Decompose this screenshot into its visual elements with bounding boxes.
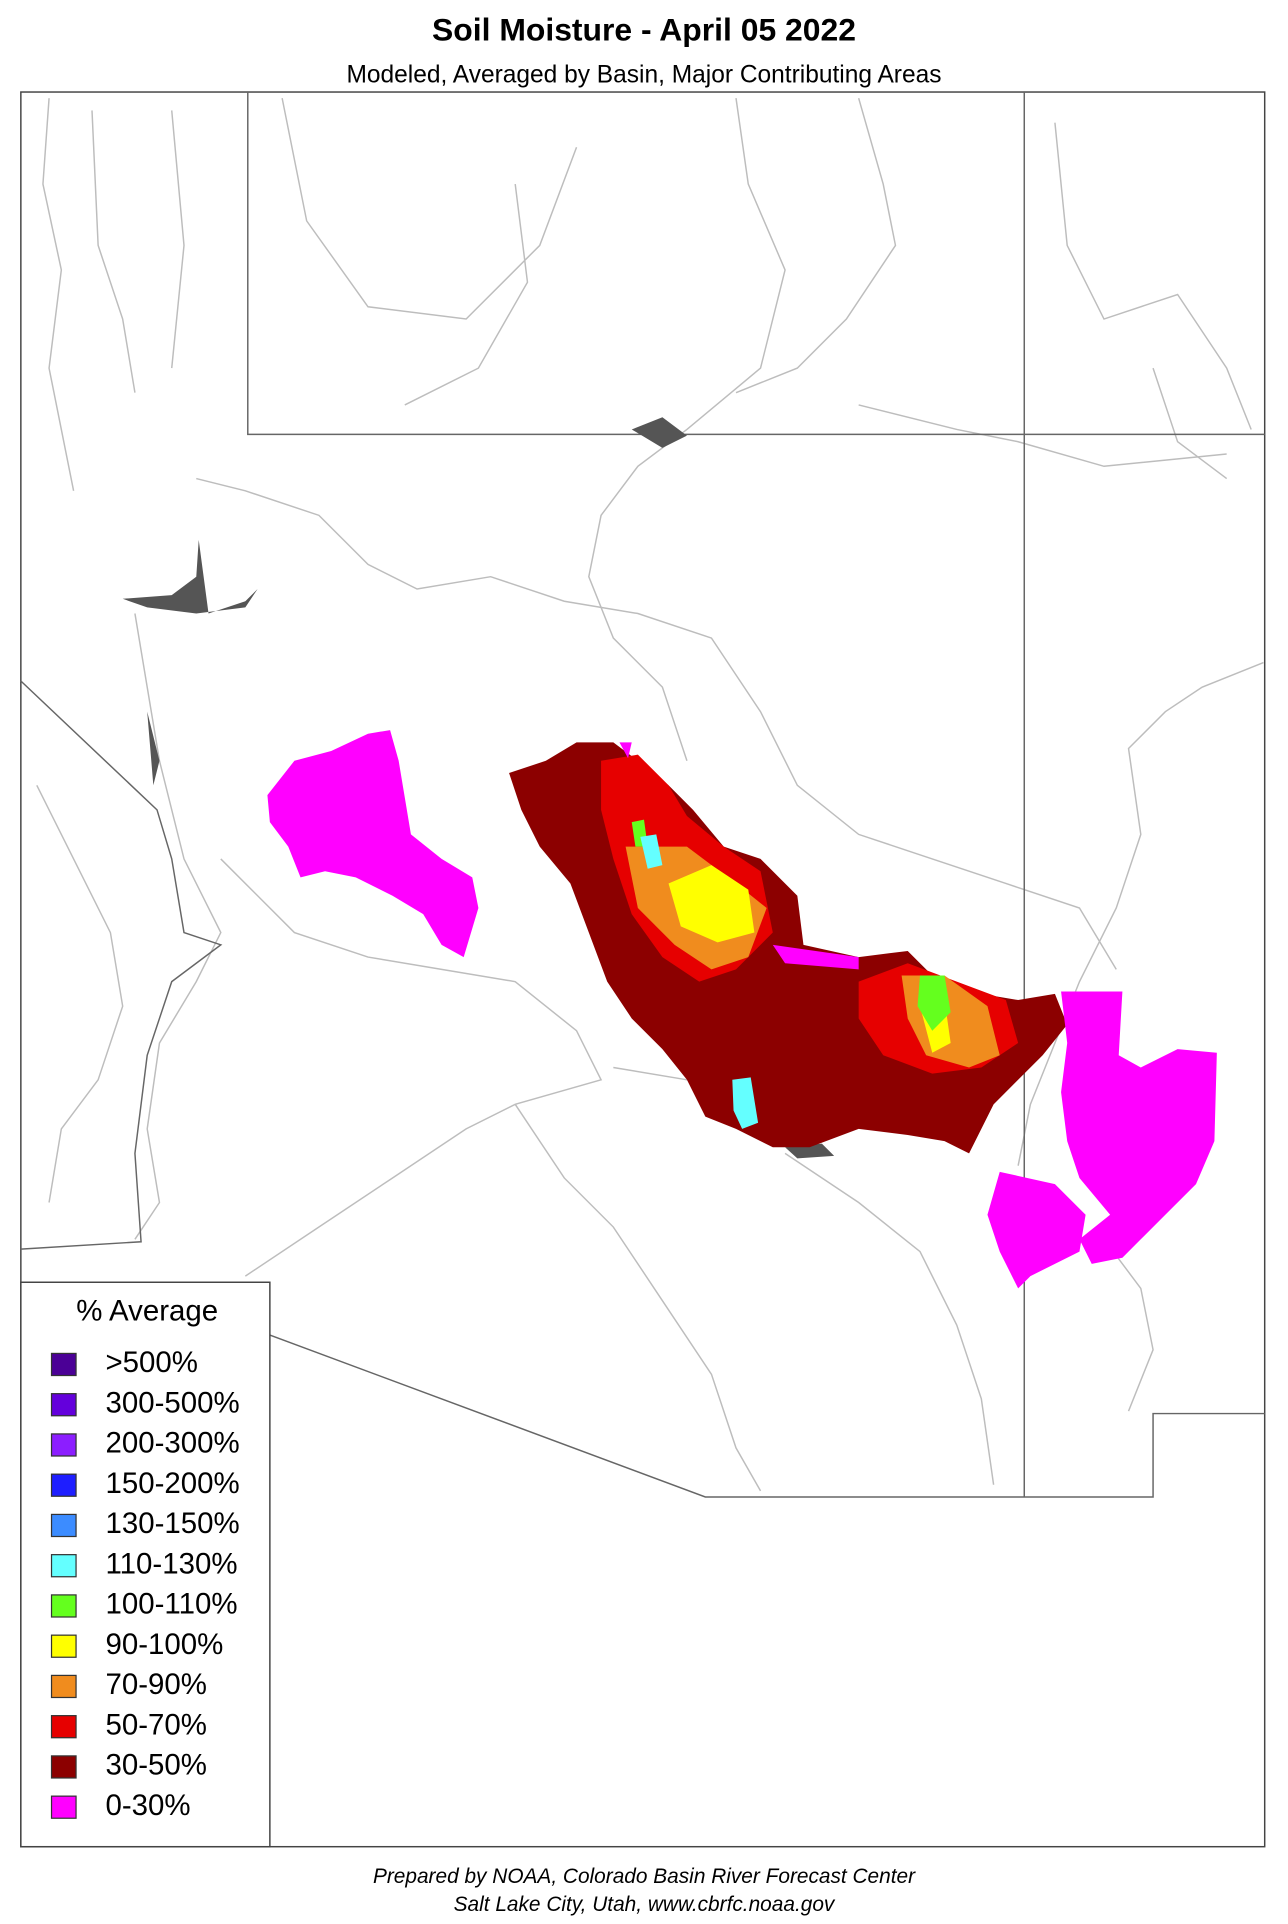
legend-label: >500%	[105, 1346, 197, 1379]
subtitle: Modeled, Averaged by Basin, Major Contri…	[347, 62, 942, 89]
legend-swatch	[50, 1795, 77, 1819]
legend-swatch	[50, 1393, 77, 1417]
legend-label: 30-50%	[105, 1749, 206, 1782]
legend-label: 130-150%	[105, 1507, 239, 1540]
legend-title: % Average	[76, 1295, 218, 1328]
title: Soil Moisture - April 05 2022	[432, 11, 856, 47]
legend-label: 300-500%	[105, 1386, 239, 1419]
legend-swatch	[50, 1594, 77, 1618]
legend-label: 0-30%	[105, 1789, 190, 1822]
legend-swatch	[50, 1715, 77, 1739]
footer-line: Prepared by NOAA, Colorado Basin River F…	[373, 1865, 916, 1888]
moisture-region	[668, 865, 755, 943]
rivers	[36, 97, 1264, 1492]
legend-swatch	[50, 1554, 77, 1578]
legend-label: 90-100%	[105, 1628, 223, 1661]
moisture-region	[619, 742, 1217, 1289]
moisture-region	[267, 730, 479, 958]
legend-swatch	[50, 1513, 77, 1538]
legend-swatch	[50, 1433, 77, 1457]
legend-label: 100-110%	[105, 1588, 237, 1621]
legend-swatch	[50, 1634, 77, 1658]
legend-swatch	[50, 1352, 77, 1377]
legend-label: 70-90%	[105, 1668, 206, 1701]
legend-label: 50-70%	[105, 1708, 206, 1741]
legend-label: 200-300%	[105, 1427, 239, 1460]
legend-swatch	[50, 1674, 77, 1699]
moisture-region	[640, 834, 759, 1129]
state-borders	[20, 92, 1265, 1498]
legend-label: 110-130%	[105, 1547, 237, 1580]
legend-label: 150-200%	[105, 1467, 239, 1500]
legend-swatch	[50, 1473, 77, 1497]
legend-swatch	[50, 1755, 77, 1779]
footer-line: Salt Lake City, Utah, www.cbrfc.noaa.gov	[454, 1893, 836, 1916]
